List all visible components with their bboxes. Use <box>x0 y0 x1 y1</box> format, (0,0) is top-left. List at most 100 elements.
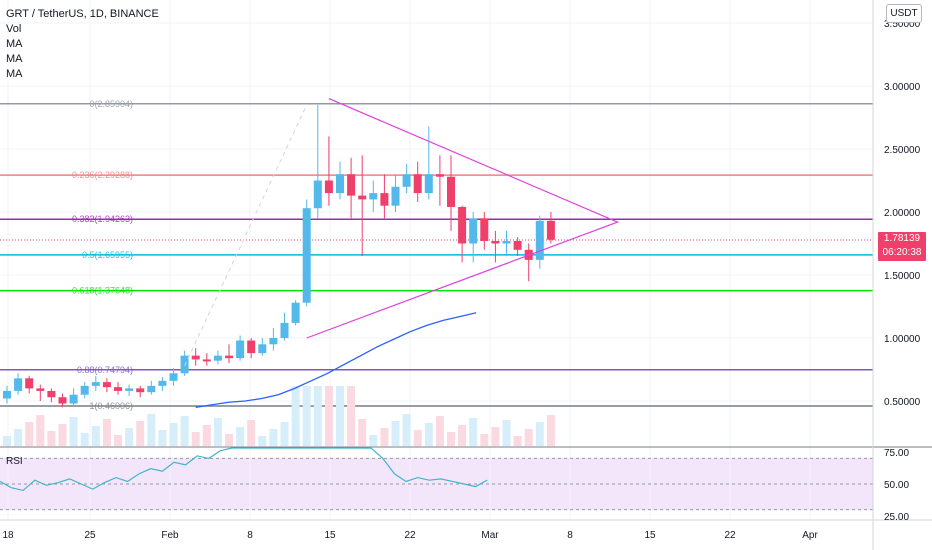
candle-body <box>191 355 200 360</box>
volume-bar <box>358 419 367 446</box>
volume-bar <box>25 422 34 446</box>
candle-body <box>413 174 422 194</box>
currency-button[interactable]: USDT <box>886 4 922 23</box>
study-ma-1[interactable]: MA <box>6 38 23 50</box>
candle-body <box>213 355 222 361</box>
volume-bar <box>491 427 500 446</box>
rsi-axis: 75.00 50.00 25.00 <box>884 448 909 523</box>
chart-legend: GRT / TetherUS, 1D, BINANCE Vol MA MA MA <box>6 7 159 82</box>
volume-bar <box>469 418 478 446</box>
volume-bar <box>402 414 411 446</box>
volume-bar <box>180 416 189 446</box>
study-ma-3[interactable]: MA <box>6 68 23 80</box>
study-vol[interactable]: Vol <box>6 23 22 35</box>
last-price: 1.78139 <box>883 233 921 244</box>
candle-body <box>280 322 289 338</box>
volume-bar <box>369 435 378 446</box>
time-tick-label: 25 <box>84 530 96 541</box>
candle-body <box>247 340 256 354</box>
time-tick-label: 22 <box>404 530 416 541</box>
time-axis[interactable]: 18 25 Feb 8 15 22 Mar 8 15 22 Apr <box>2 530 818 541</box>
volume-bar <box>202 425 211 446</box>
time-tick-label: 8 <box>247 530 253 541</box>
symbol-title[interactable]: GRT / TetherUS, 1D, BINANCE <box>6 8 159 20</box>
time-tick-label: 15 <box>324 530 336 541</box>
price-tick-label: 1.50000 <box>884 271 921 282</box>
candle-body <box>391 186 400 206</box>
candle-body <box>358 195 367 200</box>
fib-label: 0(2.85904) <box>89 99 133 109</box>
volume-bar <box>347 386 356 446</box>
candle-body <box>480 218 489 241</box>
candle-body <box>402 174 411 187</box>
candle-body <box>91 382 100 386</box>
time-tick-label: Mar <box>481 530 499 541</box>
volume-bar <box>169 423 178 446</box>
volume-bar <box>280 422 289 446</box>
candle-body <box>236 340 245 359</box>
volume-bar <box>546 415 555 446</box>
volume-bar <box>91 426 100 446</box>
candle-body <box>258 344 267 354</box>
candle-body <box>369 193 378 200</box>
study-ma-2[interactable]: MA <box>6 53 23 65</box>
candle-body <box>313 180 322 209</box>
rsi-line <box>0 447 488 492</box>
candle-body <box>469 218 478 244</box>
fib-label: 0.236(2.29288) <box>72 170 133 180</box>
time-tick-label: 18 <box>2 530 14 541</box>
volume-bar <box>380 428 389 446</box>
candle-body <box>458 206 467 244</box>
time-tick-label: 15 <box>644 530 656 541</box>
candle-body <box>435 174 444 177</box>
volume-bar <box>291 386 300 446</box>
drawings <box>184 98 620 408</box>
price-axis[interactable]: 3.50000 3.00000 2.50000 2.00000 1.50000 1.000… <box>884 19 921 408</box>
volume-bar <box>58 424 67 446</box>
price-tick-label: 3.50000 <box>884 19 921 30</box>
candle-body <box>80 385 89 395</box>
volume-bar <box>435 416 444 446</box>
volume-bar <box>302 386 311 446</box>
candle-body <box>202 359 211 362</box>
volume-bar <box>324 386 333 446</box>
volume-bar <box>47 431 56 446</box>
time-tick-label: Feb <box>161 530 179 541</box>
volume-bar <box>502 420 511 446</box>
volume-bar <box>125 428 134 446</box>
candle-body <box>58 397 67 404</box>
candle-body <box>269 338 278 345</box>
price-tick-label: 2.00000 <box>884 208 921 219</box>
price-tick-label: 2.50000 <box>884 145 921 156</box>
volume-bar <box>80 433 89 446</box>
candle-body <box>3 390 11 399</box>
price-tick-label: 0.50000 <box>884 397 921 408</box>
candle-body <box>36 388 45 391</box>
volume-bar <box>147 414 156 446</box>
fib-label: 0.618(1.37648) <box>72 286 133 296</box>
fib-label: 1(0.46006) <box>89 401 133 411</box>
volume-bar <box>447 432 455 446</box>
bar-countdown: 06:20:38 <box>882 247 922 258</box>
fib-label: 0.382(1.94263) <box>72 214 133 224</box>
candle-body <box>447 176 455 207</box>
time-tick-label: 8 <box>567 530 573 541</box>
candle-body <box>14 378 23 391</box>
candle-body <box>180 355 189 374</box>
volume-bar <box>258 436 267 446</box>
rsi-tick-label: 50.00 <box>884 480 909 491</box>
candle-body <box>25 378 34 389</box>
triangle-pattern <box>306 98 620 339</box>
candle-body <box>324 180 333 194</box>
time-tick-label: Apr <box>802 530 818 541</box>
volume-bar <box>36 415 45 446</box>
candle-body <box>125 388 134 391</box>
time-tick-label: 22 <box>724 530 736 541</box>
volume-bar <box>225 434 233 446</box>
candle-body <box>380 193 389 206</box>
candle-body <box>424 174 433 194</box>
rsi-label[interactable]: RSI <box>6 456 23 467</box>
volume-bar <box>158 430 167 446</box>
volume-bar <box>336 386 344 446</box>
